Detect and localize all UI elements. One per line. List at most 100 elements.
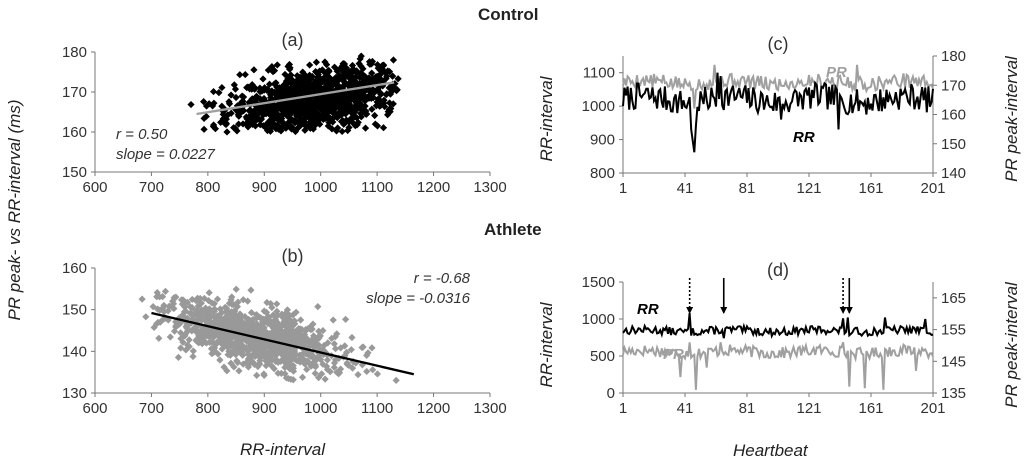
data-point <box>376 79 384 87</box>
data-point <box>172 322 180 330</box>
data-point <box>223 318 231 326</box>
data-point <box>257 102 265 110</box>
data-point <box>329 106 338 114</box>
data-point <box>287 344 295 352</box>
data-point <box>312 58 321 66</box>
data-point <box>383 90 391 98</box>
data-point <box>255 352 263 360</box>
data-point <box>361 124 370 132</box>
data-point <box>253 371 261 379</box>
data-point <box>295 96 303 104</box>
data-point <box>315 75 323 83</box>
data-point <box>200 125 208 133</box>
data-point <box>338 127 346 136</box>
data-point <box>349 80 357 88</box>
data-point <box>293 331 301 339</box>
data-point <box>306 107 314 116</box>
x-tick-label: 1000 <box>304 179 337 196</box>
data-point <box>215 313 223 322</box>
data-point <box>318 92 326 100</box>
left-y-tick-label: 1500 <box>582 274 615 291</box>
data-point <box>208 102 217 110</box>
data-point <box>318 111 326 119</box>
data-point <box>251 122 259 130</box>
y-tick-label: 150 <box>62 164 87 181</box>
control-section-title: Control <box>478 5 539 24</box>
data-point <box>371 88 379 96</box>
data-point <box>236 310 244 318</box>
x-tick-label: 1200 <box>417 179 450 196</box>
data-point <box>177 335 185 343</box>
data-point <box>260 324 268 332</box>
data-point <box>303 335 311 343</box>
data-point <box>280 87 288 96</box>
data-point <box>328 99 336 107</box>
x-tick-label: 121 <box>796 400 821 417</box>
data-point <box>226 324 234 332</box>
data-point <box>227 109 235 117</box>
data-point <box>284 97 292 105</box>
x-tick-label: 81 <box>739 180 756 197</box>
data-point <box>270 112 278 120</box>
data-point <box>286 122 295 130</box>
left-x-axis-title: RR-interval <box>240 440 326 459</box>
data-point <box>223 128 231 136</box>
data-point <box>212 338 221 347</box>
data-point <box>260 370 268 378</box>
data-point <box>385 105 393 113</box>
data-point <box>275 85 283 93</box>
data-point <box>359 65 367 73</box>
data-point <box>196 294 204 303</box>
data-point <box>306 341 315 349</box>
data-point <box>260 339 268 347</box>
data-point <box>354 371 362 379</box>
data-point <box>389 100 397 108</box>
data-point <box>246 85 254 93</box>
data-point <box>229 315 237 323</box>
data-point <box>291 85 299 93</box>
data-point <box>230 348 239 356</box>
data-point <box>205 289 213 297</box>
data-point <box>277 369 285 377</box>
data-point <box>373 370 382 378</box>
data-point <box>222 120 230 129</box>
data-point <box>186 303 194 311</box>
data-point <box>256 84 264 92</box>
data-point <box>359 94 367 103</box>
data-point <box>209 87 218 96</box>
data-point <box>392 376 400 385</box>
data-point <box>241 334 249 343</box>
right-y-tick-label: 165 <box>941 290 966 307</box>
y-tick-label: 170 <box>62 84 87 101</box>
x-tick-label: 800 <box>195 400 220 417</box>
data-point <box>236 109 244 117</box>
data-point <box>169 300 178 308</box>
data-point <box>333 330 341 338</box>
data-point <box>156 318 164 326</box>
data-point <box>314 87 322 95</box>
data-point <box>272 79 280 87</box>
data-point <box>302 122 310 130</box>
data-point <box>290 118 298 126</box>
data-point <box>340 74 348 83</box>
data-point <box>286 363 294 371</box>
right-y-tick-label: 155 <box>941 322 966 339</box>
data-point <box>310 87 318 95</box>
data-point <box>329 316 337 324</box>
data-point <box>248 336 257 344</box>
data-point <box>247 107 255 115</box>
x-tick-label: 900 <box>252 179 277 196</box>
data-point <box>236 71 244 79</box>
data-point <box>348 61 357 70</box>
data-point <box>314 333 322 341</box>
data-point <box>347 346 355 354</box>
data-point <box>336 95 344 103</box>
annotation-r: r = -0.68 <box>414 270 471 287</box>
data-point <box>306 74 315 82</box>
data-point <box>326 368 334 376</box>
data-point <box>248 116 257 124</box>
data-point <box>327 80 335 89</box>
data-point <box>269 108 277 116</box>
data-point <box>297 316 305 324</box>
data-point <box>325 67 333 76</box>
